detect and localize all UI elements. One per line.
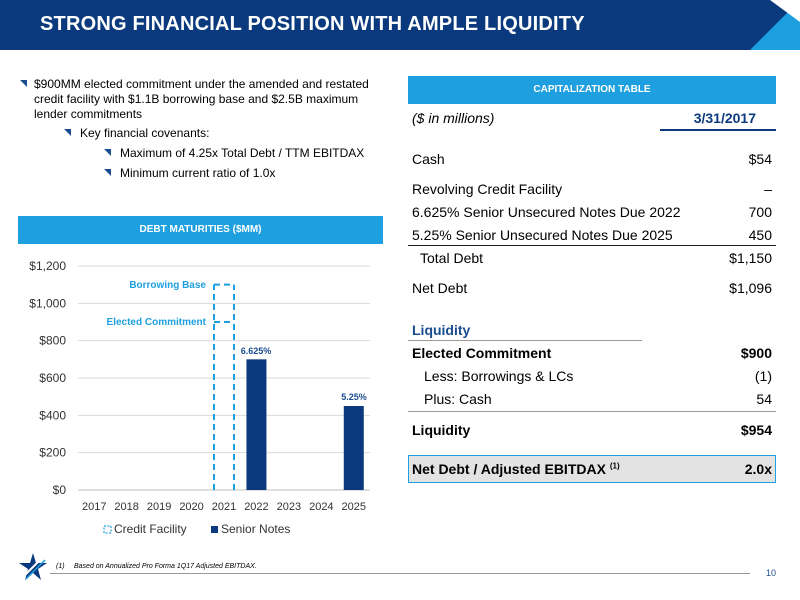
- x-tick-label: 2025: [342, 501, 366, 513]
- x-tick-label: 2021: [212, 501, 236, 513]
- company-star-logo-icon: [19, 553, 47, 580]
- x-tick-label: 2018: [114, 501, 138, 513]
- y-tick-label: $1,200: [29, 259, 66, 273]
- bullet-credit-facility: $900MM elected commitment under the amen…: [18, 77, 388, 122]
- x-tick-label: 2022: [244, 501, 268, 513]
- chart-legend: Credit Facility Senior Notes: [103, 522, 290, 536]
- cap-table-banner: CAPITALIZATION TABLE: [408, 76, 776, 104]
- title-banner: STRONG FINANCIAL POSITION WITH AMPLE LIQ…: [0, 0, 800, 50]
- elected-commitment-label: Elected Commitment: [107, 317, 207, 328]
- senior-notes-bar: [246, 359, 267, 490]
- y-tick-label: $400: [39, 408, 66, 422]
- x-tick-label: 2024: [309, 501, 333, 513]
- borrowing-base-label: Borrowing Base: [129, 280, 206, 291]
- liquidity-heading-rule: [408, 340, 642, 341]
- legend-label-credit-facility: Credit Facility: [114, 522, 187, 536]
- bullet-covenant-current-ratio: Minimum current ratio of 1.0x: [18, 166, 388, 181]
- cap-table-header: ($ in millions) 3/31/2017: [408, 110, 776, 128]
- bullet-covenant-leverage: Maximum of 4.25x Total Debt / TTM EBITDA…: [18, 146, 388, 161]
- bullet-marker-icon: [104, 149, 111, 156]
- page-title: STRONG FINANCIAL POSITION WITH AMPLE LIQ…: [40, 13, 585, 35]
- footnote-marker: (1): [56, 563, 65, 570]
- legend-swatch-senior-notes: [211, 526, 218, 533]
- bullet-list: $900MM elected commitment under the amen…: [18, 77, 388, 181]
- x-tick-label: 2019: [147, 501, 171, 513]
- legend-swatch-credit-facility: [103, 525, 112, 534]
- units-label: ($ in millions): [412, 110, 495, 126]
- y-tick-label: $800: [39, 334, 66, 348]
- bar-2022-label: 6.625%: [241, 346, 272, 356]
- footer-rule: [50, 573, 750, 574]
- x-tick-label: 2017: [82, 501, 106, 513]
- y-tick-label: $1,000: [29, 296, 66, 310]
- bullet-marker-icon: [20, 80, 27, 87]
- y-tick-label: $600: [39, 371, 66, 385]
- debt-maturities-banner: DEBT MATURITIES ($MM): [18, 216, 383, 244]
- page-number: 10: [766, 568, 777, 578]
- date-underline: [660, 129, 776, 131]
- x-tick-label: 2020: [179, 501, 203, 513]
- corner-accent-icon: [750, 0, 800, 50]
- date-header: 3/31/2017: [693, 110, 756, 126]
- legend-label-senior-notes: Senior Notes: [221, 522, 290, 536]
- y-tick-label: $200: [39, 446, 66, 460]
- leverage-ratio-box: [408, 455, 776, 483]
- footnote-text: Based on Annualized Pro Forma 1Q17 Adjus…: [74, 563, 257, 570]
- x-tick-label: 2023: [277, 501, 301, 513]
- bullet-marker-icon: [64, 129, 71, 136]
- bullet-covenants: Key financial covenants:: [18, 126, 388, 141]
- senior-notes-bar: [343, 406, 364, 490]
- total-debt-rule: [408, 245, 776, 246]
- liquidity-total-rule: [408, 411, 776, 412]
- y-tick-label: $0: [53, 483, 67, 497]
- debt-maturities-chart: $0 $200 $400 $600 $800 $1,000 $1,200 2017 2018 20…: [29, 259, 370, 536]
- bullet-marker-icon: [104, 169, 111, 176]
- bar-2025-label: 5.25%: [341, 392, 367, 402]
